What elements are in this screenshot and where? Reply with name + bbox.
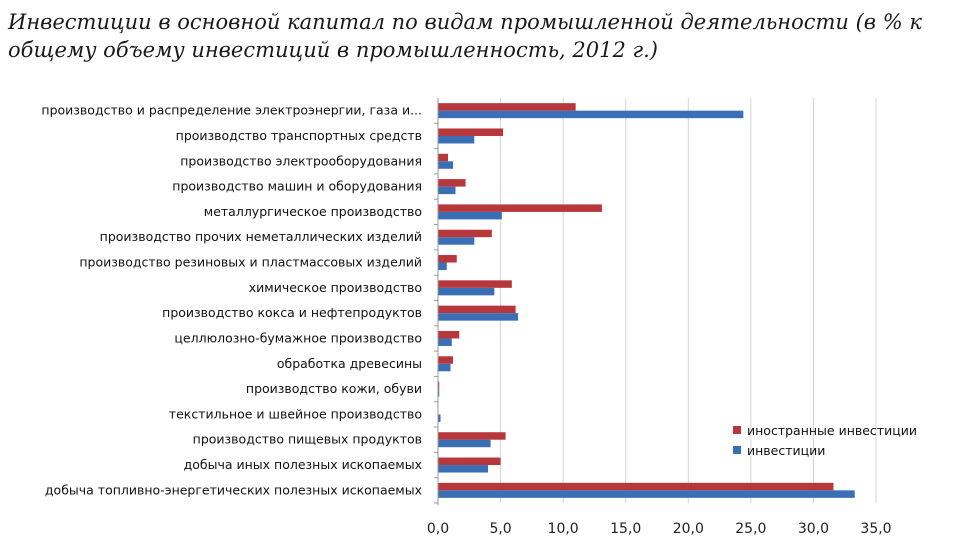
bar-foreign-investment [438,179,466,187]
category-labels: производство и распределение электроэнер… [41,103,422,498]
bar-foreign-investment [438,457,501,466]
bar-investment [438,287,495,296]
category-label: производство кокса и нефтепродуктов [162,305,422,320]
x-tick-label: 30,0 [798,521,829,537]
bars [438,103,855,498]
bar-foreign-investment [438,128,504,136]
bar-foreign-investment [438,103,576,111]
x-tick-label: 20,0 [673,521,704,537]
category-label: производство и распределение электроэнер… [41,103,422,118]
x-tick-label: 35,0 [860,521,891,537]
category-axis [434,98,439,505]
category-label: текстильное и швейное производство [169,406,422,421]
bar-foreign-investment [438,280,512,288]
category-label: производство пищевых продуктов [193,432,422,447]
category-label: целлюлозно-бумажное производство [174,330,422,345]
gridlines [500,98,877,503]
bar-investment [438,465,489,473]
category-label: химическое производство [249,280,422,295]
bar-investment [438,439,491,448]
legend: иностранные инвестиции инвестиции [733,423,917,458]
x-tick-label: 0,0 [427,521,449,537]
bar-foreign-investment [438,255,457,263]
chart-title: Инвестиции в основной капитал по видам п… [8,10,922,62]
legend-label: инвестиции [747,443,825,458]
legend-swatch [733,446,741,454]
category-label: производство машин и оборудования [172,179,422,194]
bar-foreign-investment [438,432,506,440]
bar-foreign-investment [438,381,440,390]
bar-investment [438,363,451,372]
bar-foreign-investment [438,482,834,491]
bar-foreign-investment [438,305,516,314]
bar-investment [438,110,744,119]
legend-label: иностранные инвестиции [747,423,917,438]
bar-investment [438,211,502,220]
category-label: производство транспортных средств [176,128,422,143]
category-label: производство прочих неметаллических изде… [100,229,422,244]
category-label: производство резиновых и пластмассовых и… [79,255,422,270]
bar-investment [438,161,454,169]
category-label: производство кожи, обуви [246,381,422,396]
bar-foreign-investment [438,153,449,162]
bar-foreign-investment [438,330,460,339]
bar-investment [438,313,519,321]
bar-investment [438,237,475,245]
x-tick-label: 15,0 [610,521,641,537]
bar-investment [438,186,456,195]
bar-investment [438,262,447,271]
bar-foreign-investment [438,204,602,212]
x-tick-labels: 0,0 5,0 10,0 15,0 20,0 25,0 30,0 35,0 [427,521,892,537]
category-label: производство электрооборудования [180,153,422,168]
bar-investment [438,414,441,422]
x-tick-label: 25,0 [735,521,766,537]
category-label: металлургическое производство [204,204,422,219]
bar-foreign-investment [438,229,492,238]
x-tick-label: 5,0 [489,521,511,537]
bar-foreign-investment [438,356,454,364]
bar-investment [438,490,855,498]
category-label: добыча иных полезных ископаемых [184,457,422,472]
x-tick-label: 10,0 [548,521,579,537]
bar-investment [438,338,452,346]
bar-investment [438,135,475,144]
category-label: обработка древесины [277,356,422,371]
legend-swatch [733,426,741,434]
bar-investment [438,389,440,397]
category-label: добыча топливно-энергетических полезных … [45,482,422,497]
